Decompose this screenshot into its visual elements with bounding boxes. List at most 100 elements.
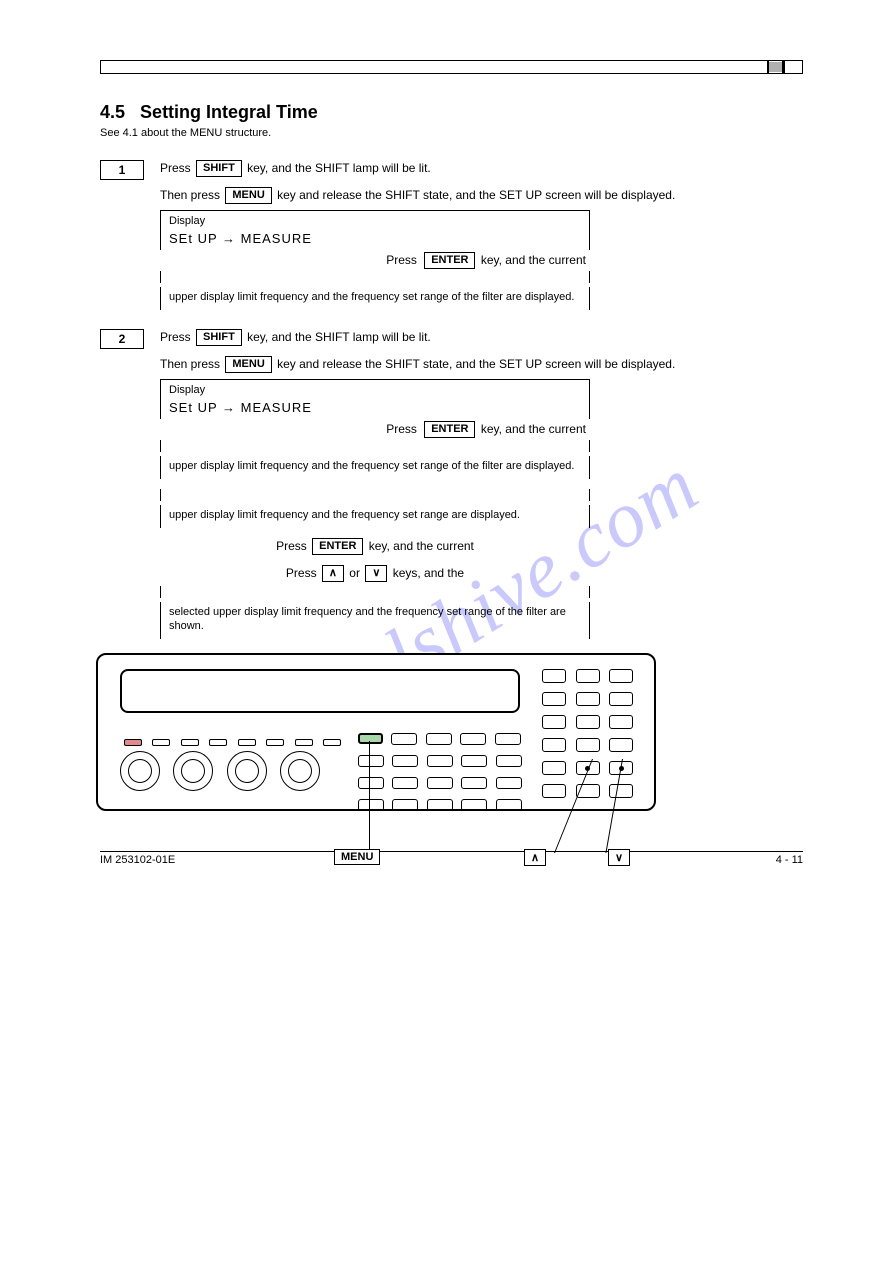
keypad-button[interactable] [542,738,566,752]
panel-button[interactable] [496,777,522,789]
section-see-also: See 4.1 about the MENU structure. [100,127,803,139]
panel-button[interactable] [358,755,384,767]
section-title: 4.5 Setting Integral Time [100,102,803,123]
divider [160,271,590,283]
keypad-button[interactable] [542,692,566,706]
header-rule [100,60,803,74]
display-label: Display [169,215,205,227]
text: key and release the SHIFT state, and the… [274,357,676,371]
text: Press [386,253,420,267]
button-grid [358,733,526,821]
panel-button[interactable] [358,799,384,811]
footer-page: 4 - 11 [776,854,803,866]
enter-key: ENTER [424,252,475,269]
section-number: 4.5 [100,102,125,122]
keypad-button[interactable] [542,669,566,683]
keypad-button[interactable] [542,715,566,729]
keypad-button[interactable] [542,761,566,775]
text: Press [160,161,194,175]
step-number-1: 1 [100,160,144,180]
step-number-2: 2 [100,329,144,349]
enter-note-1: Press ENTER key, and the current [160,252,590,269]
panel-button[interactable] [495,733,521,745]
panel-button[interactable] [427,777,453,789]
leader-line [369,741,370,849]
display-box-1: Display SEt UP → MEASURE [160,210,590,250]
panel-button[interactable] [358,777,384,789]
keypad-button[interactable] [576,715,600,729]
text: Press [386,422,420,436]
divider [160,440,590,452]
panel-button[interactable] [496,755,522,767]
panel-button[interactable] [461,777,487,789]
down-key: ∨ [365,565,387,582]
keypad-button[interactable] [576,692,600,706]
knob [120,751,160,791]
panel-button[interactable] [461,755,487,767]
panel-button[interactable] [392,755,418,767]
keypad-button[interactable] [576,738,600,752]
led [323,739,341,746]
display-content: SEt UP → MEASURE [169,231,312,246]
section-title-text: Setting Integral Time [140,102,318,122]
led [181,739,199,746]
step-1-block: 1 Press SHIFT key, and the SHIFT lamp wi… [160,159,803,310]
enter-key: ENTER [312,538,363,555]
callout-down: ∨ [608,849,630,866]
enter-note-2: Press ENTER key, and the current [160,421,590,438]
keypad-button[interactable] [542,784,566,798]
panel-button[interactable] [427,799,453,811]
shift-key: SHIFT [196,160,242,177]
panel-button[interactable] [460,733,486,745]
step2-line4: Press ∧ or ∨ keys, and the [160,565,590,582]
callout-up: ∧ [524,849,546,866]
panel-button[interactable] [392,777,418,789]
step1-line1: Press SHIFT key, and the SHIFT lamp will… [160,160,803,177]
up-key: ∧ [322,565,344,582]
step2-subnote-1: upper display limit frequency and the fr… [160,456,590,479]
led [266,739,284,746]
menu-button[interactable] [358,733,383,744]
led-row [124,733,347,751]
lcd-display [120,669,520,713]
text: key, and the current [477,422,586,436]
text: key, and the SHIFT lamp will be lit. [244,330,431,344]
text: Press [160,330,194,344]
menu-key: MENU [225,356,271,373]
step2-line1: Press SHIFT key, and the SHIFT lamp will… [160,329,803,346]
text: Then press [160,357,223,371]
text: key and release the SHIFT state, and the… [274,188,676,202]
panel-button[interactable] [391,733,417,745]
panel-button[interactable] [427,755,453,767]
knob [280,751,320,791]
menu-key: MENU [225,187,271,204]
panel-button[interactable] [461,799,487,811]
keypad-button[interactable] [576,669,600,683]
led [152,739,170,746]
text: Then press [160,188,223,202]
enter-key: ENTER [424,421,475,438]
knob [173,751,213,791]
keypad-button[interactable] [609,669,633,683]
keypad-button[interactable] [609,692,633,706]
text: keys, and the [389,566,464,580]
step2-subnote-2: upper display limit frequency and the fr… [160,505,590,528]
divider [160,586,590,598]
text: key, and the SHIFT lamp will be lit. [244,161,431,175]
text: key, and the current [477,253,586,267]
led [295,739,313,746]
callout-menu: MENU [334,849,380,865]
panel-button[interactable] [392,799,418,811]
keypad-button[interactable] [609,738,633,752]
led [209,739,227,746]
front-panel [96,653,656,811]
text: key, and the current [365,539,474,553]
shift-key: SHIFT [196,329,242,346]
panel-button[interactable] [496,799,522,811]
step1-subnote: upper display limit frequency and the fr… [160,287,590,310]
step2-line2: Then press MENU key and release the SHIF… [160,356,803,373]
panel-button[interactable] [426,733,452,745]
keypad-button[interactable] [609,784,633,798]
text: Press [286,566,320,580]
keypad-button[interactable] [609,715,633,729]
